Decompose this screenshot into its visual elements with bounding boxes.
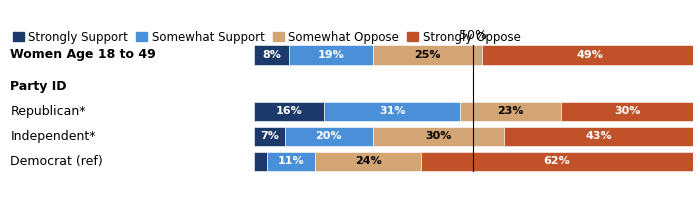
Text: Women Age 18 to 49: Women Age 18 to 49 [10, 48, 156, 61]
Bar [372, 45, 482, 64]
Bar [285, 127, 372, 146]
Text: 25%: 25% [414, 50, 440, 60]
Text: 50%: 50% [459, 29, 487, 42]
Text: 31%: 31% [379, 106, 405, 116]
Bar [372, 127, 504, 146]
Bar [254, 152, 267, 171]
Bar [254, 127, 285, 146]
Bar [461, 102, 561, 121]
Text: 7%: 7% [260, 131, 279, 141]
Text: Independent*: Independent* [10, 130, 96, 143]
Text: 19%: 19% [317, 50, 344, 60]
Text: Republican*: Republican* [10, 105, 86, 118]
Text: 62%: 62% [543, 156, 570, 166]
Text: 43%: 43% [585, 131, 612, 141]
Text: 49%: 49% [576, 50, 603, 60]
Bar [324, 102, 461, 121]
Bar [316, 152, 421, 171]
Text: Democrat (ref): Democrat (ref) [10, 155, 103, 168]
Bar [267, 152, 316, 171]
Bar [504, 127, 693, 146]
Bar [421, 152, 693, 171]
Bar [254, 45, 289, 64]
Text: 16%: 16% [276, 106, 302, 116]
Bar [254, 102, 324, 121]
Text: 23%: 23% [498, 106, 524, 116]
Text: 20%: 20% [315, 131, 342, 141]
Text: 24%: 24% [355, 156, 382, 166]
Text: 11%: 11% [278, 156, 304, 166]
Bar [289, 45, 372, 64]
Bar [482, 45, 697, 64]
Legend: Strongly Support, Somewhat Support, Somewhat Oppose, Strongly Oppose: Strongly Support, Somewhat Support, Some… [13, 31, 521, 44]
Text: 30%: 30% [614, 106, 640, 116]
Text: Party ID: Party ID [10, 80, 67, 93]
Text: 8%: 8% [262, 50, 281, 60]
Bar [561, 102, 693, 121]
Text: 30%: 30% [425, 131, 452, 141]
